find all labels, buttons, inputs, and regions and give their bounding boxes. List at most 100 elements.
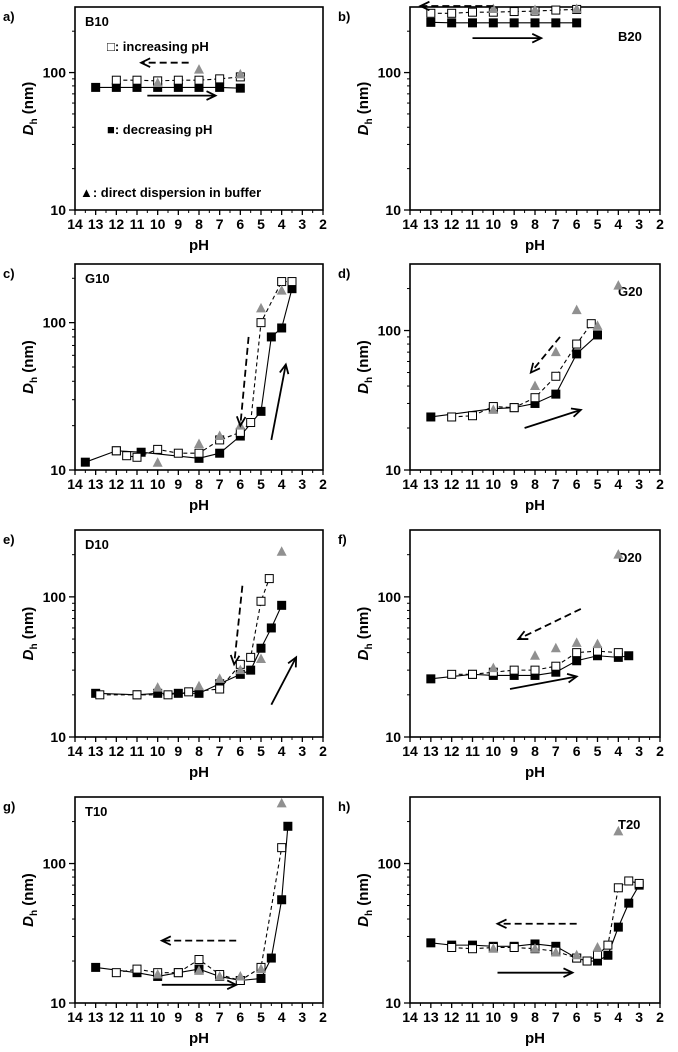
arrow-head — [235, 415, 247, 428]
data-point-decreasing — [447, 18, 457, 28]
data-point-direct — [550, 642, 561, 653]
data-point-increasing — [194, 75, 204, 85]
x-axis-label: pH — [189, 1030, 209, 1047]
x-tick-label: 9 — [174, 476, 182, 492]
x-tick-label: 10 — [486, 1009, 502, 1025]
data-point-increasing — [468, 7, 477, 17]
y-tick-label: 10 — [50, 995, 66, 1011]
x-tick-label: 14 — [402, 216, 418, 232]
data-point-increasing — [173, 968, 183, 978]
data-point-direct — [530, 650, 540, 660]
panel-label: e) — [3, 532, 15, 547]
data-point-direct — [194, 64, 204, 74]
data-point-decreasing — [468, 18, 477, 28]
data-point-increasing — [215, 684, 225, 694]
series-increasing-pH — [95, 574, 274, 700]
direction-arrow — [270, 656, 297, 706]
data-point-increasing — [95, 690, 105, 700]
panel-label: d) — [338, 266, 350, 281]
x-tick-label: 6 — [236, 743, 244, 759]
data-point-decreasing — [283, 821, 293, 831]
data-point-increasing — [603, 940, 613, 950]
x-tick-label: 9 — [510, 743, 518, 759]
x-tick-label: 5 — [257, 1009, 265, 1025]
data-point-decreasing — [277, 600, 287, 610]
x-tick-label: 4 — [278, 743, 286, 759]
x-tick-label: 2 — [656, 1009, 664, 1025]
panel-title: D10 — [85, 537, 109, 552]
y-tick-label: 10 — [385, 729, 401, 745]
x-tick-label: 11 — [130, 1009, 145, 1025]
arrow-head — [566, 673, 579, 684]
series-decreasing-pH — [426, 17, 582, 28]
data-point-increasing — [447, 669, 457, 679]
x-tick-label: 11 — [465, 216, 480, 232]
data-point-decreasing — [266, 332, 276, 342]
data-point-decreasing — [509, 18, 519, 28]
data-point-decreasing — [266, 623, 276, 633]
chart-panel-2: 14 13 12 11 10 9 8 7 6 5 4 3 2 10 100 b) B20 Dh (nm) pH — [338, 0, 664, 254]
arrow-head — [206, 90, 218, 101]
legend-increasing: □: increasing pH — [107, 39, 209, 54]
x-tick-label: 5 — [257, 743, 265, 759]
series-direct-dispersion-in-buffer — [152, 285, 287, 467]
x-tick-label: 13 — [423, 476, 439, 492]
plot-frame — [74, 6, 324, 211]
data-point-decreasing — [593, 330, 602, 340]
x-tick-label: 3 — [298, 476, 306, 492]
data-point-increasing — [447, 8, 457, 18]
direction-arrow — [239, 336, 250, 426]
data-point-direct — [235, 68, 246, 79]
x-tick-label: 14 — [402, 476, 418, 492]
data-point-decreasing — [426, 412, 436, 422]
x-tick-label: 11 — [465, 1009, 480, 1025]
chart-panel-1: 14 13 12 11 10 9 8 7 6 5 4 3 2 10 100 a) B10 Dh (nm) pH □: … — [3, 6, 327, 254]
data-point-direct — [488, 3, 499, 14]
x-tick-label: 8 — [195, 216, 203, 232]
x-axis-label: pH — [189, 237, 209, 254]
arrow-head — [139, 57, 151, 68]
x-tick-label: 12 — [109, 743, 125, 759]
series-decreasing-pH — [91, 82, 245, 93]
data-point-direct — [613, 825, 624, 836]
panel-title: B20 — [618, 29, 642, 44]
data-point-increasing — [509, 665, 519, 675]
x-axis-label: pH — [525, 497, 545, 514]
series-decreasing-pH — [426, 651, 634, 684]
x-tick-label: 5 — [594, 216, 602, 232]
x-tick-label: 10 — [486, 476, 502, 492]
data-point-direct — [276, 797, 287, 808]
panel-title: T20 — [618, 817, 640, 832]
x-tick-label: 12 — [109, 216, 125, 232]
data-point-increasing — [287, 277, 297, 287]
x-tick-label: 7 — [216, 216, 224, 232]
series-increasing-pH — [111, 277, 297, 462]
data-point-increasing — [264, 574, 274, 584]
x-tick-label: 5 — [257, 476, 265, 492]
series-direct-dispersion-in-buffer — [152, 64, 246, 87]
data-point-direct — [256, 302, 266, 313]
x-tick-label: 12 — [444, 1009, 460, 1025]
direction-arrow — [524, 408, 582, 429]
x-tick-label: 9 — [510, 216, 518, 232]
data-point-increasing — [468, 411, 477, 421]
data-point-decreasing — [256, 973, 266, 983]
x-tick-label: 10 — [150, 1009, 166, 1025]
data-point-direct — [488, 943, 499, 953]
data-point-increasing — [173, 75, 183, 85]
panel-label: f) — [338, 532, 347, 547]
x-tick-label: 11 — [130, 476, 145, 492]
x-tick-label: 7 — [216, 476, 224, 492]
data-point-direct — [276, 285, 287, 295]
series-direct-dispersion-in-buffer — [488, 3, 582, 15]
data-point-increasing — [509, 7, 519, 17]
data-point-direct — [613, 549, 624, 559]
data-point-direct — [613, 280, 624, 290]
data-point-direct — [152, 969, 163, 979]
x-tick-label: 7 — [216, 743, 224, 759]
series-line — [85, 288, 293, 463]
data-point-decreasing — [613, 922, 623, 932]
series-line — [451, 323, 592, 418]
data-point-increasing — [593, 646, 602, 656]
x-tick-label: 14 — [67, 216, 83, 232]
